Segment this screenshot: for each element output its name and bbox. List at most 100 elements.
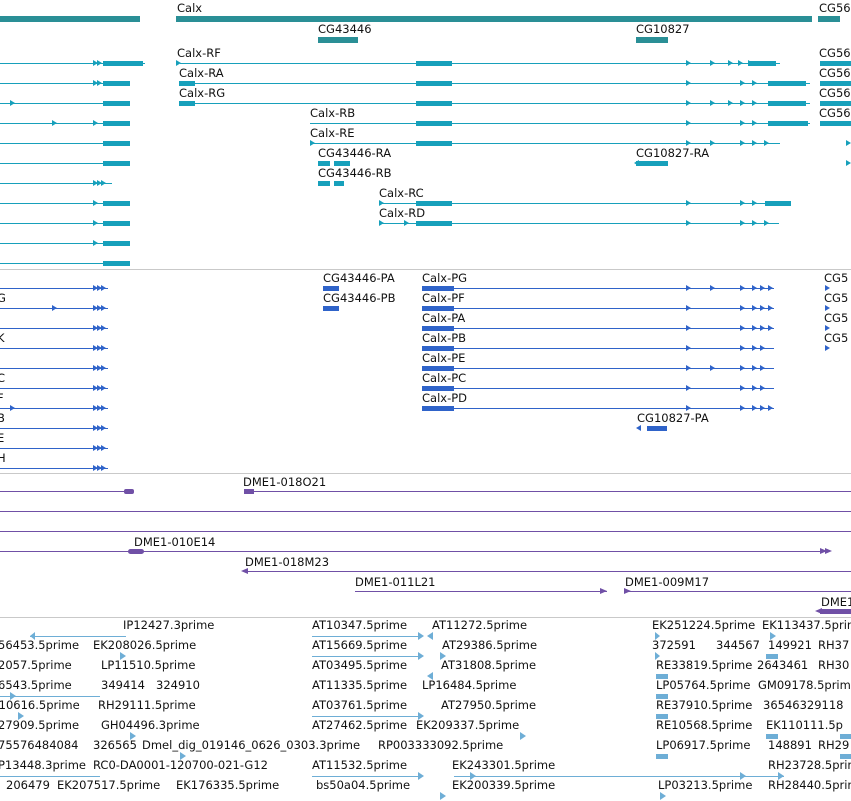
gene-bar[interactable]: [818, 16, 840, 22]
est-label[interactable]: 36546329118: [763, 698, 844, 712]
est-label[interactable]: RH23728.5prime: [768, 758, 851, 772]
clone-line[interactable]: [0, 511, 851, 512]
clone-line[interactable]: [0, 531, 851, 532]
est-label[interactable]: 27909.5prime: [0, 718, 80, 732]
est-label[interactable]: 6543.5prime: [0, 678, 72, 692]
est-label[interactable]: LP06917.5prime: [656, 738, 751, 752]
est-label[interactable]: EK209337.5prime: [416, 718, 520, 732]
protein-calx-pe[interactable]: Calx-PE: [420, 350, 780, 372]
est-label[interactable]: P13448.3prime: [0, 758, 86, 772]
protein-calx-pc[interactable]: Calx-PC: [420, 370, 780, 392]
est-label[interactable]: 2057.5prime: [0, 658, 72, 672]
est-label[interactable]: 326565: [93, 738, 137, 752]
protein-line[interactable]: [0, 328, 108, 329]
protein-line[interactable]: [0, 288, 108, 289]
est-label[interactable]: EK243301.5prime: [452, 758, 556, 772]
est-label[interactable]: LP05764.5prime: [656, 678, 751, 692]
est-label[interactable]: GM09178.5prime: [758, 678, 851, 692]
gene-label[interactable]: CG10827: [636, 22, 690, 36]
protein-calx-pd[interactable]: Calx-PD: [420, 390, 780, 412]
est-label[interactable]: 344567: [716, 638, 760, 652]
transcript-calx-rf[interactable]: Calx-RF: [176, 45, 816, 67]
protein-line[interactable]: [0, 468, 108, 469]
transcript-cg43446-rb[interactable]: CG43446-RB: [316, 165, 406, 187]
protein-cg43446-pa[interactable]: CG43446-PA: [321, 270, 411, 292]
est-label[interactable]: RH28440.5prime: [768, 778, 851, 792]
est-label[interactable]: AT29386.5prime: [442, 638, 538, 652]
clone-dme1-018o21[interactable]: DME1-018O21: [240, 474, 851, 496]
est-label[interactable]: 349414: [101, 678, 145, 692]
est-label[interactable]: AT27462.5prime: [312, 718, 408, 732]
est-label[interactable]: EK208026.5prime: [93, 638, 197, 652]
est-label[interactable]: 75576484084: [0, 738, 79, 752]
transcript-calx-rd[interactable]: Calx-RD: [377, 205, 807, 227]
transcript-line[interactable]: [0, 163, 130, 164]
est-label[interactable]: AT27950.5prime: [441, 698, 537, 712]
est-label[interactable]: 56453.5prime: [0, 638, 80, 652]
transcript-label[interactable]: CG56: [819, 46, 851, 60]
est-label[interactable]: 324910: [156, 678, 200, 692]
est-label[interactable]: Dmel_dig_019146_0626_0303.3prime: [142, 738, 361, 752]
protein-line[interactable]: [0, 388, 108, 389]
est-label[interactable]: .10616.5prime: [0, 698, 80, 712]
transcript-label[interactable]: CG56: [819, 86, 851, 100]
transcript-cg43446-ra[interactable]: CG43446-RA: [316, 145, 406, 167]
transcript-line[interactable]: [0, 243, 130, 244]
clone-dme1-right[interactable]: DME1: [818, 594, 851, 616]
est-label[interactable]: 2643461: [757, 658, 809, 672]
transcript-cg10827-ra[interactable]: CG10827-RA: [634, 145, 724, 167]
protein-line[interactable]: [0, 308, 108, 309]
protein-label[interactable]: B: [0, 411, 5, 425]
est-label[interactable]: EK110111.5p: [766, 718, 843, 732]
protein-line[interactable]: [0, 428, 108, 429]
protein-calx-pa[interactable]: Calx-PA: [420, 310, 780, 332]
protein-cg10827-pa[interactable]: CG10827-PA: [635, 410, 725, 432]
transcript-line[interactable]: [0, 143, 130, 144]
clone-dme1-011l21[interactable]: DME1-011L21: [353, 574, 613, 596]
est-label[interactable]: LP11510.5prime: [101, 658, 196, 672]
est-label[interactable]: RE33819.5prime: [656, 658, 753, 672]
protein-label[interactable]: C: [0, 371, 6, 385]
est-label[interactable]: AT03495.5prime: [312, 658, 408, 672]
est-label[interactable]: RC0-DA0001-120700-021-G12: [93, 758, 268, 772]
protein-label[interactable]: CG5: [824, 291, 849, 305]
transcript-label[interactable]: CG56: [819, 66, 851, 80]
transcript-calx-re[interactable]: Calx-RE: [308, 125, 818, 147]
est-label[interactable]: GH04496.3prime: [101, 718, 200, 732]
gene-bar-left[interactable]: [0, 16, 140, 22]
transcript-line[interactable]: [0, 183, 112, 184]
protein-label[interactable]: CG5: [824, 331, 849, 345]
est-label[interactable]: RH37: [818, 638, 850, 652]
est-label[interactable]: RE37910.5prime: [656, 698, 753, 712]
est-label[interactable]: RE10568.5prime: [656, 718, 753, 732]
protein-calx-pg[interactable]: Calx-PG: [420, 270, 780, 292]
transcript-line[interactable]: [0, 123, 130, 124]
est-label[interactable]: LP16484.5prime: [422, 678, 517, 692]
transcript-calx-rc[interactable]: Calx-RC: [377, 185, 807, 207]
est-label[interactable]: AT11335.5prime: [312, 678, 408, 692]
transcript-calx-rb[interactable]: Calx-RB: [308, 105, 818, 127]
est-label[interactable]: 372591: [652, 638, 696, 652]
clone-line[interactable]: [0, 491, 132, 492]
est-label[interactable]: AT10347.5prime: [312, 618, 408, 632]
transcript-calx-ra[interactable]: Calx-RA: [176, 65, 816, 87]
est-label[interactable]: AT11532.5prime: [312, 758, 408, 772]
est-label[interactable]: EK176335.5prime: [176, 778, 280, 792]
est-label[interactable]: 206479: [6, 778, 50, 792]
transcript-line[interactable]: [0, 103, 130, 104]
est-label[interactable]: 148891: [768, 738, 812, 752]
protein-line[interactable]: [0, 408, 108, 409]
transcript-line[interactable]: [0, 263, 130, 264]
transcript-line[interactable]: [0, 83, 130, 84]
est-label[interactable]: EK207517.5prime: [57, 778, 161, 792]
clone-dme1-018m23[interactable]: DME1-018M23: [242, 554, 851, 576]
protein-line[interactable]: [0, 448, 108, 449]
est-label[interactable]: AT15669.5prime: [312, 638, 408, 652]
protein-label[interactable]: F: [0, 391, 4, 405]
protein-calx-pf[interactable]: Calx-PF: [420, 290, 780, 312]
est-label[interactable]: EK251224.5prime: [652, 618, 756, 632]
clone-dme1-009m17[interactable]: DME1-009M17: [622, 574, 851, 596]
est-label[interactable]: AT31808.5prime: [441, 658, 537, 672]
est-label[interactable]: EK113437.5prime: [762, 618, 851, 632]
est-label[interactable]: LP03213.5prime: [658, 778, 753, 792]
